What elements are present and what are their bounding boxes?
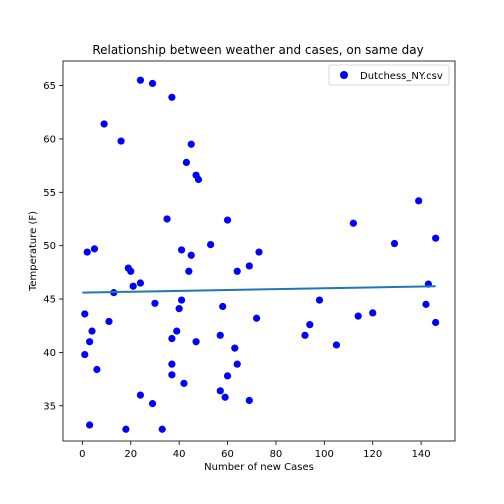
data-point xyxy=(233,267,241,275)
data-point xyxy=(332,341,341,349)
data-point xyxy=(158,425,166,433)
data-point xyxy=(136,279,145,287)
data-point xyxy=(148,400,157,408)
x-tick-label: 100 xyxy=(315,449,334,460)
x-tick-label: 120 xyxy=(363,449,382,460)
legend-label: Dutchess_NY.csv xyxy=(360,71,443,82)
data-point xyxy=(422,300,430,308)
data-point xyxy=(192,338,200,346)
x-tick-label: 20 xyxy=(124,449,137,460)
x-tick-label: 60 xyxy=(221,449,234,460)
data-point xyxy=(105,317,113,326)
data-point xyxy=(83,248,91,256)
data-point xyxy=(122,425,130,433)
data-point xyxy=(127,267,135,275)
y-tick-label: 55 xyxy=(43,188,56,199)
data-point xyxy=(216,331,224,339)
data-point xyxy=(369,309,377,317)
data-point xyxy=(177,296,186,304)
data-point xyxy=(390,239,399,248)
data-point xyxy=(136,76,145,84)
legend-box xyxy=(328,64,450,86)
data-point xyxy=(163,215,171,223)
data-point xyxy=(349,219,357,227)
data-point xyxy=(187,140,195,148)
y-axis-ticks: 35 40 45 50 55 60 65 xyxy=(43,81,63,412)
data-point xyxy=(86,421,94,429)
data-point xyxy=(129,282,137,290)
data-point xyxy=(221,393,229,401)
legend-marker xyxy=(340,71,348,79)
data-point xyxy=(173,327,181,335)
data-point xyxy=(245,262,253,270)
data-point xyxy=(315,296,324,304)
data-point xyxy=(168,371,176,379)
data-point xyxy=(233,360,241,368)
data-point xyxy=(88,327,96,335)
data-point xyxy=(187,251,195,259)
chart-title: Relationship between weather and cases, … xyxy=(92,43,423,57)
data-point xyxy=(223,372,232,380)
data-point xyxy=(100,120,108,128)
y-axis-label: Temperature (F) xyxy=(28,211,39,292)
data-point xyxy=(432,234,440,242)
x-axis-ticks: 0 20 40 60 80 100 120 140 xyxy=(79,441,431,460)
x-tick-label: 0 xyxy=(79,449,85,460)
data-point xyxy=(219,302,227,311)
data-point xyxy=(168,93,176,101)
data-point xyxy=(231,344,239,352)
data-point xyxy=(182,158,191,167)
data-point xyxy=(81,350,89,359)
data-point xyxy=(136,391,145,399)
y-tick-label: 35 xyxy=(43,401,56,412)
data-point xyxy=(245,396,253,405)
data-point xyxy=(185,267,193,275)
y-tick-label: 60 xyxy=(43,134,56,145)
data-point xyxy=(216,387,224,395)
x-tick-label: 80 xyxy=(270,449,283,460)
data-point xyxy=(168,334,176,343)
x-tick-label: 40 xyxy=(173,449,186,460)
data-point xyxy=(301,331,309,339)
data-point xyxy=(415,197,423,205)
data-point xyxy=(255,248,263,256)
data-point xyxy=(432,318,440,327)
data-point xyxy=(306,321,314,329)
data-point xyxy=(148,79,157,88)
data-point xyxy=(252,314,261,322)
data-point xyxy=(93,365,101,374)
data-point xyxy=(180,379,188,387)
data-point xyxy=(90,245,99,253)
y-tick-label: 50 xyxy=(43,241,56,252)
data-point xyxy=(177,246,186,254)
y-tick-label: 65 xyxy=(43,81,56,92)
data-point xyxy=(168,360,176,368)
trend-line xyxy=(82,285,436,294)
data-points xyxy=(81,76,440,433)
data-point xyxy=(354,312,362,320)
x-tick-label: 140 xyxy=(412,449,431,460)
data-point xyxy=(151,299,159,307)
x-axis-label: Number of new Cases xyxy=(204,462,314,473)
data-point xyxy=(175,305,183,313)
data-point xyxy=(207,240,215,249)
data-point xyxy=(117,137,125,145)
y-tick-label: 40 xyxy=(43,348,56,359)
data-point xyxy=(81,310,89,318)
data-point xyxy=(86,338,94,346)
legend: Dutchess_NY.csv xyxy=(328,64,450,86)
data-point xyxy=(194,175,203,184)
y-tick-label: 45 xyxy=(43,295,56,306)
data-point xyxy=(223,216,232,224)
